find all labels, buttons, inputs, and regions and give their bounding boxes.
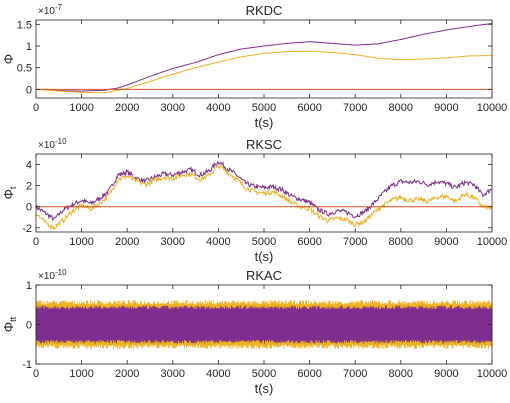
x-tick-label: 6000 <box>297 102 321 114</box>
x-tick-label: 9000 <box>434 368 458 380</box>
x-tick-label: 7000 <box>343 236 367 248</box>
x-tick-label: 2000 <box>115 236 139 248</box>
y-tick-label: 0.5 <box>17 63 32 75</box>
chart-title: RKSC <box>246 137 282 152</box>
x-tick-label: 5000 <box>252 368 276 380</box>
x-axis-label: t(s) <box>255 115 274 130</box>
y-exponent: ×10-10 <box>38 268 67 282</box>
x-tick-label: 10000 <box>477 368 508 380</box>
y-tick-label: 1 <box>26 41 32 53</box>
y-tick-label: 1 <box>26 280 32 292</box>
x-tick-label: 6000 <box>297 368 321 380</box>
x-tick-label: 6000 <box>297 236 321 248</box>
series-1-line <box>35 300 493 349</box>
panel-rksc: 0 1000 2000 3000 4000 5000 6000 7000 8000 9000 100… <box>1 137 507 264</box>
x-tick-label: 9000 <box>434 236 458 248</box>
x-tick-label: 3000 <box>161 102 185 114</box>
y-axis-label: Φt <box>1 186 18 199</box>
x-tick-label: 9000 <box>434 102 458 114</box>
x-tick-label: 0 <box>33 368 39 380</box>
x-tick-label: 4000 <box>206 236 230 248</box>
y-exponent-power: -10 <box>55 268 67 277</box>
y-tick-label: -2 <box>22 223 32 235</box>
series-1-line <box>35 160 493 222</box>
x-tick-label: 2000 <box>115 102 139 114</box>
y-tick-label: 4 <box>26 160 32 172</box>
x-tick-label: 8000 <box>389 102 413 114</box>
y-axis-label: Φtt <box>1 316 18 332</box>
y-axis-label-subscript: tt <box>8 316 18 322</box>
x-tick-label: 7000 <box>343 368 367 380</box>
series-2-line <box>35 305 493 344</box>
y-tick-label: 0 <box>26 202 32 214</box>
series-2-line <box>35 163 493 231</box>
x-tick-label: 1000 <box>69 102 93 114</box>
panel-rkdc: 0 1000 2000 3000 4000 5000 6000 7000 8000 9000 100… <box>1 3 507 130</box>
x-tick-label: 3000 <box>161 368 185 380</box>
x-tick-label: 5000 <box>252 102 276 114</box>
x-tick-label: 5000 <box>252 236 276 248</box>
x-tick-label: 4000 <box>206 368 230 380</box>
y-exponent-power: -10 <box>55 137 67 146</box>
panel-rkac: 0 1000 2000 3000 4000 5000 6000 7000 8000 9000 100… <box>1 268 507 396</box>
x-tick-label: 3000 <box>161 236 185 248</box>
x-tick-label: 0 <box>33 236 39 248</box>
series-2-band <box>36 308 492 341</box>
x-axis-label: t(s) <box>255 381 274 396</box>
y-axis-label-subscript: t <box>8 186 18 189</box>
x-axis-label: t(s) <box>255 249 274 264</box>
y-tick-label: 1.5 <box>17 19 32 31</box>
y-tick-label: 2 <box>26 181 32 193</box>
series-2-line <box>35 50 493 94</box>
x-tick-label: 8000 <box>389 368 413 380</box>
x-tick-label: 8000 <box>389 236 413 248</box>
y-axis-label: Φ <box>1 54 16 64</box>
x-tick-label: 7000 <box>343 102 367 114</box>
x-tick-label: 2000 <box>115 368 139 380</box>
y-exponent: ×10-7 <box>38 3 63 17</box>
chart-title: RKAC <box>246 268 282 283</box>
x-tick-label: 4000 <box>206 102 230 114</box>
x-tick-label: 1000 <box>69 368 93 380</box>
x-tick-label: 10000 <box>477 102 508 114</box>
x-tick-label: 1000 <box>69 236 93 248</box>
y-tick-label: 0 <box>26 84 32 96</box>
y-exponent-power: -7 <box>55 3 63 12</box>
chart-title: RKDC <box>246 3 283 18</box>
y-tick-label: -1 <box>22 359 32 371</box>
x-tick-label: 0 <box>33 102 39 114</box>
y-tick-label: 0 <box>26 320 32 332</box>
y-exponent: ×10-10 <box>38 137 67 151</box>
x-tick-label: 10000 <box>477 236 508 248</box>
